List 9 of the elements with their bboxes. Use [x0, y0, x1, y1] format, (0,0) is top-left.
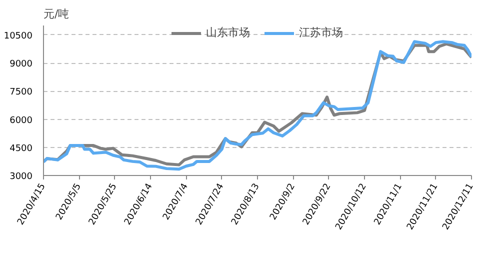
y-tick-label: 10500 — [4, 31, 33, 42]
y-tick-label: 4500 — [10, 144, 33, 154]
y-tick-label: 6000 — [10, 116, 33, 126]
y-tick-label: 7500 — [10, 88, 33, 98]
legend-label: 江苏市场 — [299, 25, 343, 40]
y-axis-title: 元/吨 — [44, 8, 70, 20]
legend-label: 山东市场 — [206, 25, 250, 40]
y-tick-label: 9000 — [10, 60, 33, 70]
y-tick-label: 3000 — [10, 172, 33, 182]
